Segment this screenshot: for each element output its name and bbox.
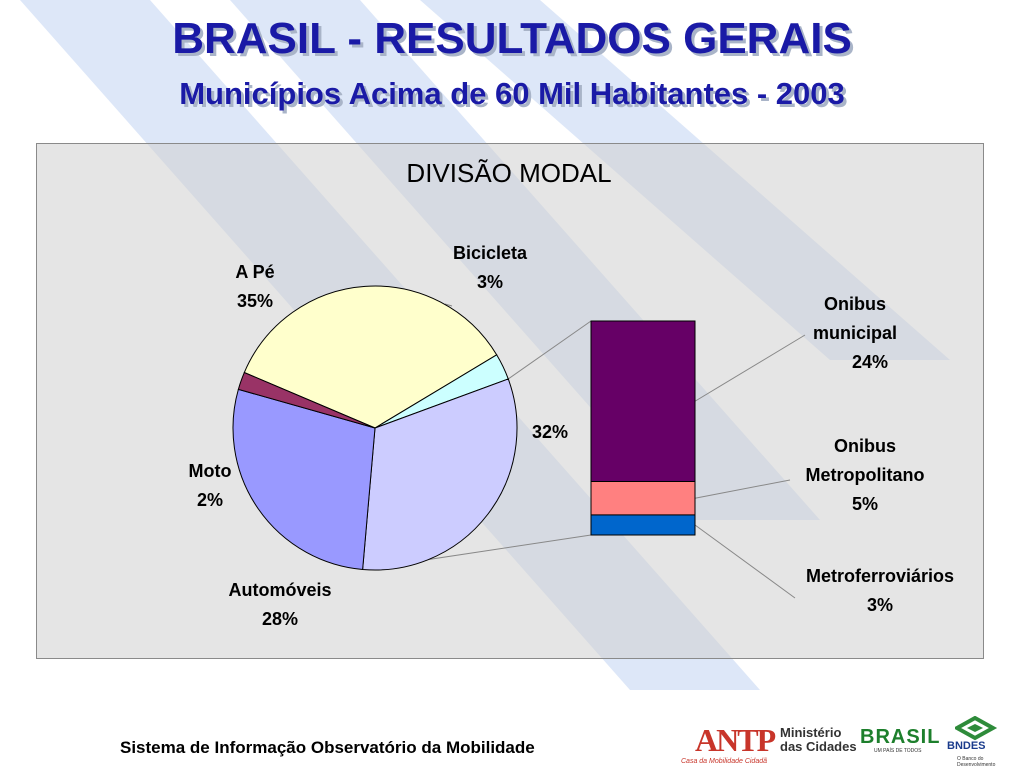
bar-segment-2 [590, 514, 696, 536]
label-automoveis: Automóveis 28% [205, 576, 355, 634]
label-name: Moto [188, 461, 232, 481]
bndes-logo-tagline: O Banco do Desenvolvimento [957, 756, 996, 768]
label-name-line: Metroferroviários [805, 566, 955, 586]
leader-line-onibus-municipal [694, 334, 806, 402]
label-value: 3% [476, 272, 503, 292]
antp-logo-text: ANTP [695, 722, 776, 758]
bndes-logo-mark [955, 716, 998, 741]
label-moto: Moto 2% [170, 457, 250, 515]
label-onibus-metropolitano: Onibus Metropolitano 5% [785, 432, 945, 519]
label-bicicleta: Bicicleta 3% [430, 239, 550, 297]
bar-segment-1 [590, 481, 696, 516]
page-title: BRASIL - RESULTADOS GERAIS [172, 14, 852, 63]
label-name-line: Metropolitano [805, 465, 925, 485]
label-a-pe: A Pé 35% [200, 258, 310, 316]
pie-slice-4 [237, 371, 376, 429]
label-value: 3% [866, 595, 893, 615]
label-name-line: Onibus [824, 294, 886, 314]
label-name: A Pé [235, 262, 275, 282]
bndes-logo-text: BNDES [947, 740, 986, 752]
ministerio-logo: Ministério das Cidades [780, 726, 857, 754]
label-metroferroviarios: Metroferroviários 3% [780, 562, 980, 620]
pie-slice-2 [362, 378, 518, 571]
brasil-logo-text: BRASIL [860, 726, 941, 748]
label-name: Bicicleta [452, 243, 528, 263]
label-name-line: municipal [812, 323, 897, 343]
label-value: 2% [196, 490, 223, 510]
label-name: Automóveis [228, 580, 332, 600]
leader-line-onibus-metropolitano [694, 479, 791, 499]
bndes-logo: BNDES O Banco do Desenvolvimento [945, 716, 1011, 768]
brasil-logo-tagline: UM PAÍS DE TODOS [874, 748, 922, 754]
brasil-logo: BRASIL UM PAÍS DE TODOS [860, 726, 939, 754]
chart-title: DIVISÃO MODAL [406, 158, 612, 188]
label-32: 32% [520, 418, 580, 447]
connector-line-top [507, 320, 592, 380]
ministerio-line2: das Cidades [780, 739, 857, 754]
label-value: 28% [261, 609, 299, 629]
label-name-line: Onibus [834, 436, 896, 456]
label-value: 5% [851, 494, 878, 514]
antp-logo: ANTP Casa da Mobilidade Cidadã [679, 722, 776, 766]
page-subtitle: Municípios Acima de 60 Mil Habitantes - … [179, 76, 845, 111]
leader-line-bicicleta [444, 303, 453, 307]
stacked-bar [590, 320, 696, 536]
ministerio-line1: Ministério [780, 725, 842, 740]
pie-chart [232, 285, 518, 571]
label-value: 24% [851, 352, 889, 372]
chart-panel [36, 143, 984, 659]
leader-line-metroferroviarios [694, 524, 796, 599]
pie-slice-3 [232, 388, 376, 571]
label-value: 32% [531, 422, 569, 442]
label-onibus-municipal: Onibus municipal 24% [790, 290, 920, 377]
label-value: 35% [236, 291, 274, 311]
footer-text: Sistema de Informação Observatório da Mo… [120, 738, 535, 757]
bar-segment-0 [590, 320, 696, 482]
antp-logo-tagline: Casa da Mobilidade Cidadã [681, 758, 767, 765]
